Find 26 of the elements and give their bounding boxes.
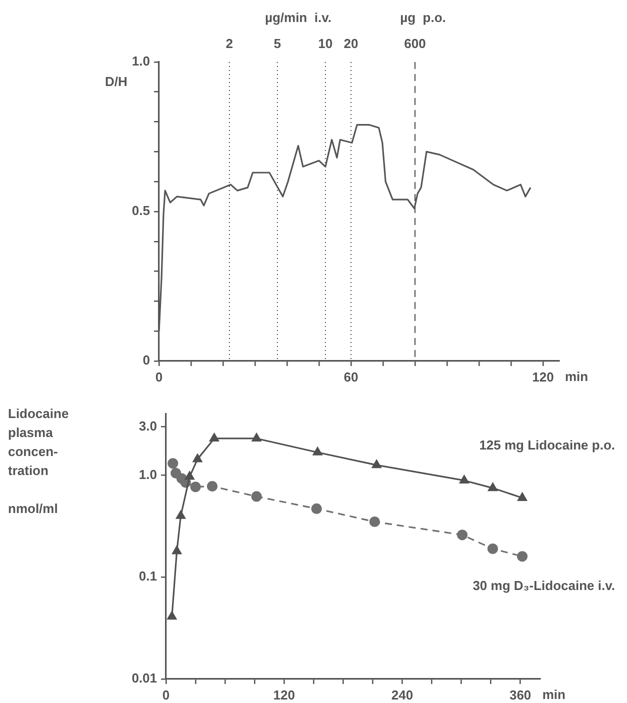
y-tick-label: 0.01 (132, 670, 157, 686)
text: 10 (318, 36, 333, 51)
text: 5 (274, 36, 282, 51)
x-tick-label: 0 (162, 687, 170, 702)
x-tick-label: 120 (273, 687, 295, 702)
x-tick-label: 360 (509, 687, 532, 702)
x-tick-label: 240 (391, 687, 414, 702)
y-tick-label: 1.0 (138, 466, 157, 482)
x-tick-label: 120 (532, 369, 554, 384)
text: 125 mg Lidocaine p.o. (479, 437, 615, 452)
y-tick-label: 0 (142, 352, 150, 368)
text: µg/min i.v. (264, 10, 332, 25)
y-tick-label: 0.5 (132, 203, 150, 218)
x-tick-label: 60 (344, 369, 358, 384)
x-axis-title: min (565, 369, 588, 384)
text: 2 (226, 36, 234, 51)
y-tick-label: 3.0 (138, 418, 157, 434)
y-tick-label: 1.0 (132, 54, 150, 69)
text: 30 mg D₃-Lidocaine i.v. (472, 578, 615, 593)
text: 600 (404, 36, 426, 51)
text: Lidocaine plasma concen- tration nmol/ml (8, 406, 69, 516)
text: 20 (344, 36, 358, 51)
x-axis-title: min (542, 687, 566, 702)
text: µg p.o. (400, 10, 446, 25)
y-tick-label: 0.1 (138, 568, 157, 584)
y-axis-title: D/H (105, 74, 128, 90)
